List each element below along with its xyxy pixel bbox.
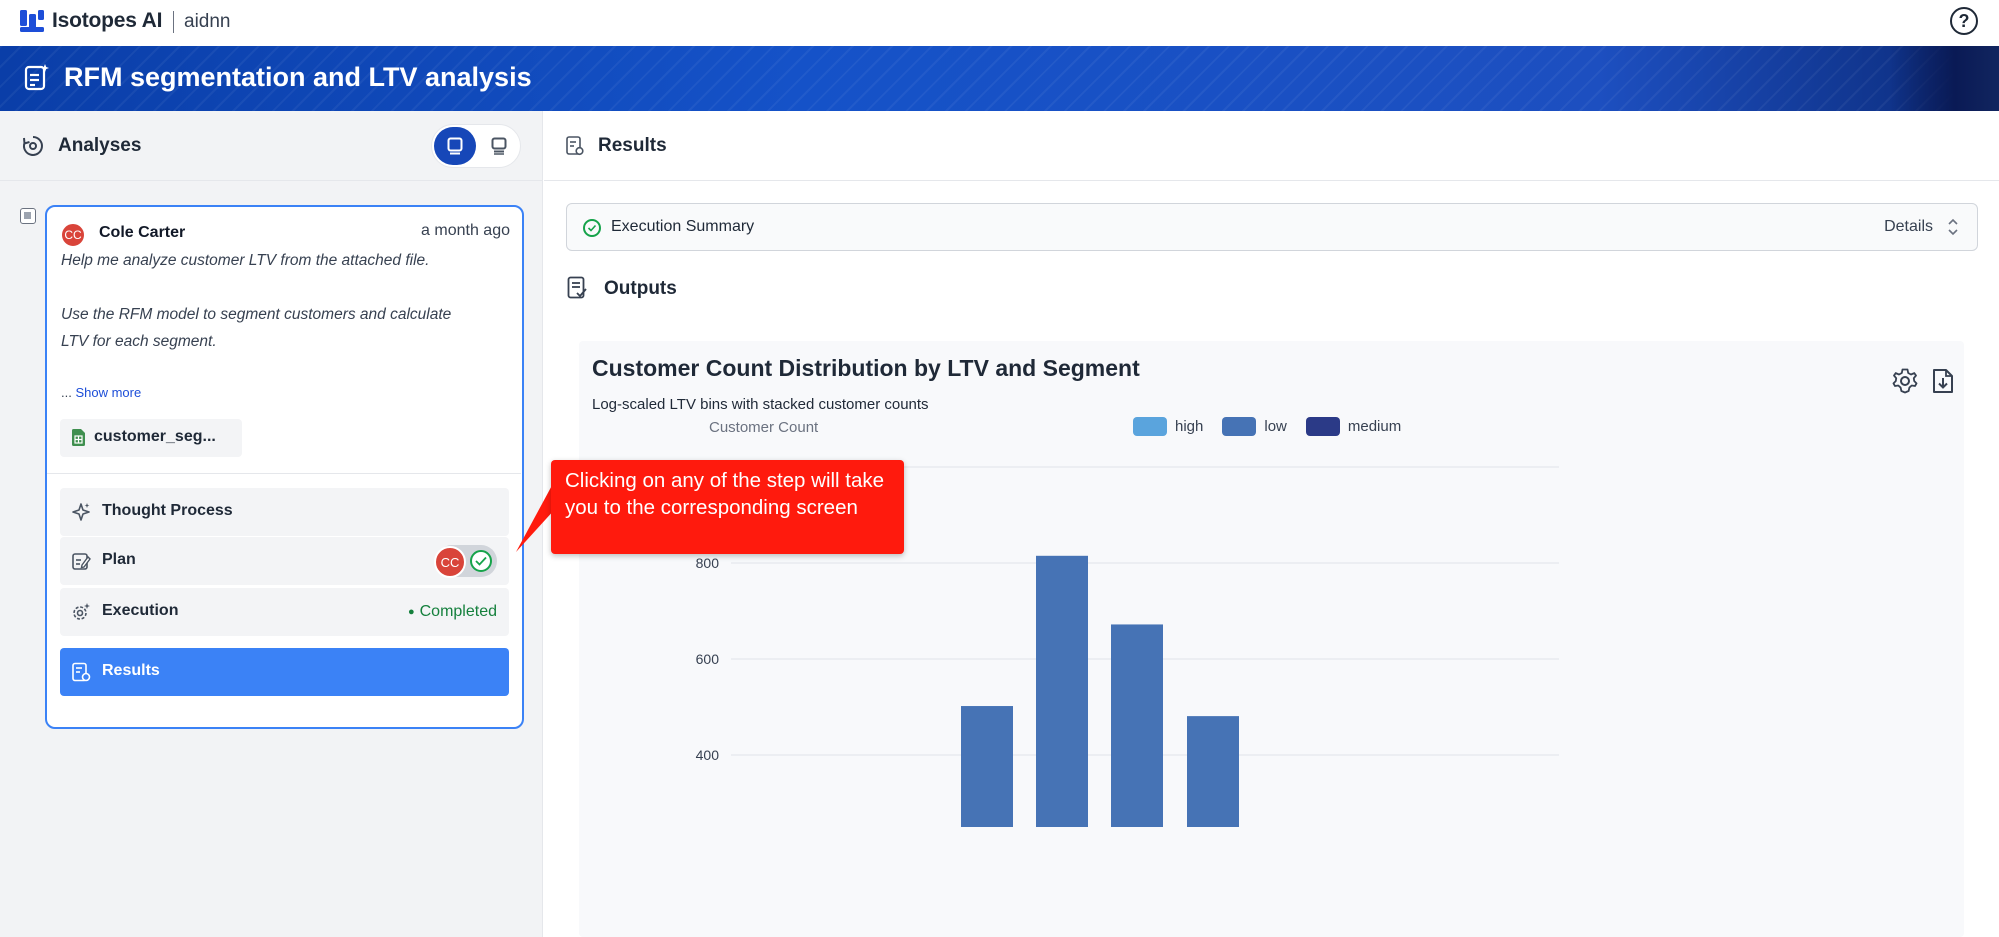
analysis-doc-icon	[24, 64, 49, 91]
callout-annotation: Clicking on any of the step will take yo…	[551, 460, 904, 554]
chart-settings-gear-icon[interactable]	[1891, 367, 1919, 395]
bar-low[interactable]	[1111, 624, 1163, 827]
analyses-icon	[23, 136, 43, 156]
legend-label: low	[1264, 418, 1287, 435]
bar-low[interactable]	[1187, 716, 1239, 827]
y-tick-label: 600	[696, 651, 720, 667]
legend-swatch	[1305, 417, 1340, 436]
results-doc-icon	[566, 136, 584, 156]
details-toggle[interactable]: Details	[1884, 218, 1933, 235]
results-header: Results	[544, 111, 1999, 181]
timestamp: a month ago	[421, 222, 510, 239]
prompt-line: Help me analyze customer LTV from the at…	[61, 252, 430, 269]
step-label: Execution	[102, 602, 179, 619]
legend-item-medium[interactable]: medium	[1305, 417, 1402, 436]
execution-status-badge: Completed	[408, 603, 497, 621]
legend-swatch	[1222, 417, 1257, 436]
plan-approval-indicator: CC	[434, 545, 497, 578]
step-plan[interactable]: Plan CC	[60, 537, 509, 585]
page-title: RFM segmentation and LTV analysis	[64, 62, 532, 92]
compact-view-icon	[491, 137, 507, 155]
show-more-link[interactable]: Show more	[75, 385, 142, 400]
bar-low[interactable]	[1036, 555, 1088, 827]
avatar: CC	[60, 222, 86, 248]
user-name: Cole Carter	[99, 224, 186, 241]
chart-subtitle: Log-scaled LTV bins with stacked custome…	[592, 396, 929, 413]
card-divider	[47, 473, 521, 474]
top-bar: Isotopes AI aidnn ?	[0, 0, 1999, 46]
page-banner: RFM segmentation and LTV analysis	[0, 46, 1999, 111]
brand-name: Isotopes AI	[52, 9, 163, 32]
ellipsis: ...	[61, 385, 72, 400]
step-thought-process[interactable]: Thought Process	[60, 488, 509, 536]
brand-divider	[173, 11, 174, 33]
workspace-name: aidnn	[184, 11, 231, 32]
card-view-icon	[447, 137, 463, 155]
legend-label: medium	[1347, 418, 1402, 435]
y-tick-label: 400	[696, 747, 720, 763]
analysis-select-checkbox[interactable]	[20, 208, 36, 224]
chart-card: 400 600 800 Customer Count Distribution by…	[579, 341, 1964, 937]
check-circle-icon	[583, 219, 601, 237]
step-label: Plan	[102, 551, 136, 568]
chevron-up-down-icon	[1948, 218, 1958, 236]
outputs-doc-icon	[567, 276, 587, 299]
check-icon	[470, 550, 492, 572]
view-toggle	[431, 124, 521, 168]
show-more-row: ... Show more	[61, 385, 141, 400]
spreadsheet-file-icon	[72, 429, 85, 446]
execution-summary-bar[interactable]: Execution Summary Details	[566, 203, 1978, 251]
gear-sparkle-icon	[73, 603, 90, 620]
compact-view-button[interactable]	[478, 127, 520, 165]
legend-item-low[interactable]: low	[1222, 417, 1287, 436]
bar-chart: 400 600 800	[696, 466, 1559, 827]
outputs-title: Outputs	[604, 278, 677, 299]
analyses-title: Analyses	[58, 135, 142, 156]
step-label: Results	[102, 662, 160, 679]
chart-download-icon[interactable]	[1929, 367, 1957, 395]
help-icon[interactable]: ?	[1950, 7, 1978, 35]
prompt-line: Use the RFM model to segment customers a…	[61, 306, 452, 323]
chart-title: Customer Count Distribution by LTV and S…	[592, 355, 1140, 381]
attached-file-chip[interactable]: customer_seg...	[60, 419, 242, 457]
prompt-line: LTV for each segment.	[61, 333, 217, 350]
callout-pointer	[516, 478, 556, 552]
analyses-header: Analyses	[0, 111, 543, 181]
analysis-card[interactable]: CC Cole Carter a month ago Help me analy…	[45, 205, 524, 729]
y-axis-label: Customer Count	[709, 419, 819, 436]
card-view-button[interactable]	[434, 127, 476, 165]
sparkle-icon	[72, 503, 90, 521]
chart-legend: high low medium	[1133, 417, 1420, 436]
attached-file-name: customer_seg...	[94, 428, 216, 445]
isotopes-logo-icon	[20, 10, 44, 32]
bar-low[interactable]	[961, 706, 1013, 827]
step-label: Thought Process	[102, 502, 233, 519]
results-title: Results	[598, 135, 667, 156]
edit-list-icon	[72, 553, 91, 570]
legend-label: high	[1175, 418, 1204, 435]
avatar: CC	[434, 546, 466, 578]
analyses-panel: Analyses CC Cole Carter a month ago Help…	[0, 111, 543, 937]
legend-swatch	[1133, 417, 1167, 436]
execution-summary-label: Execution Summary	[611, 218, 755, 235]
results-panel: Results Execution Summary Details Output…	[544, 111, 1999, 937]
y-tick-label: 800	[696, 555, 720, 571]
legend-item-high[interactable]: high	[1133, 417, 1203, 436]
step-execution[interactable]: Execution Completed	[60, 588, 509, 636]
results-doc-icon	[72, 662, 91, 682]
step-results[interactable]: Results	[60, 648, 509, 696]
